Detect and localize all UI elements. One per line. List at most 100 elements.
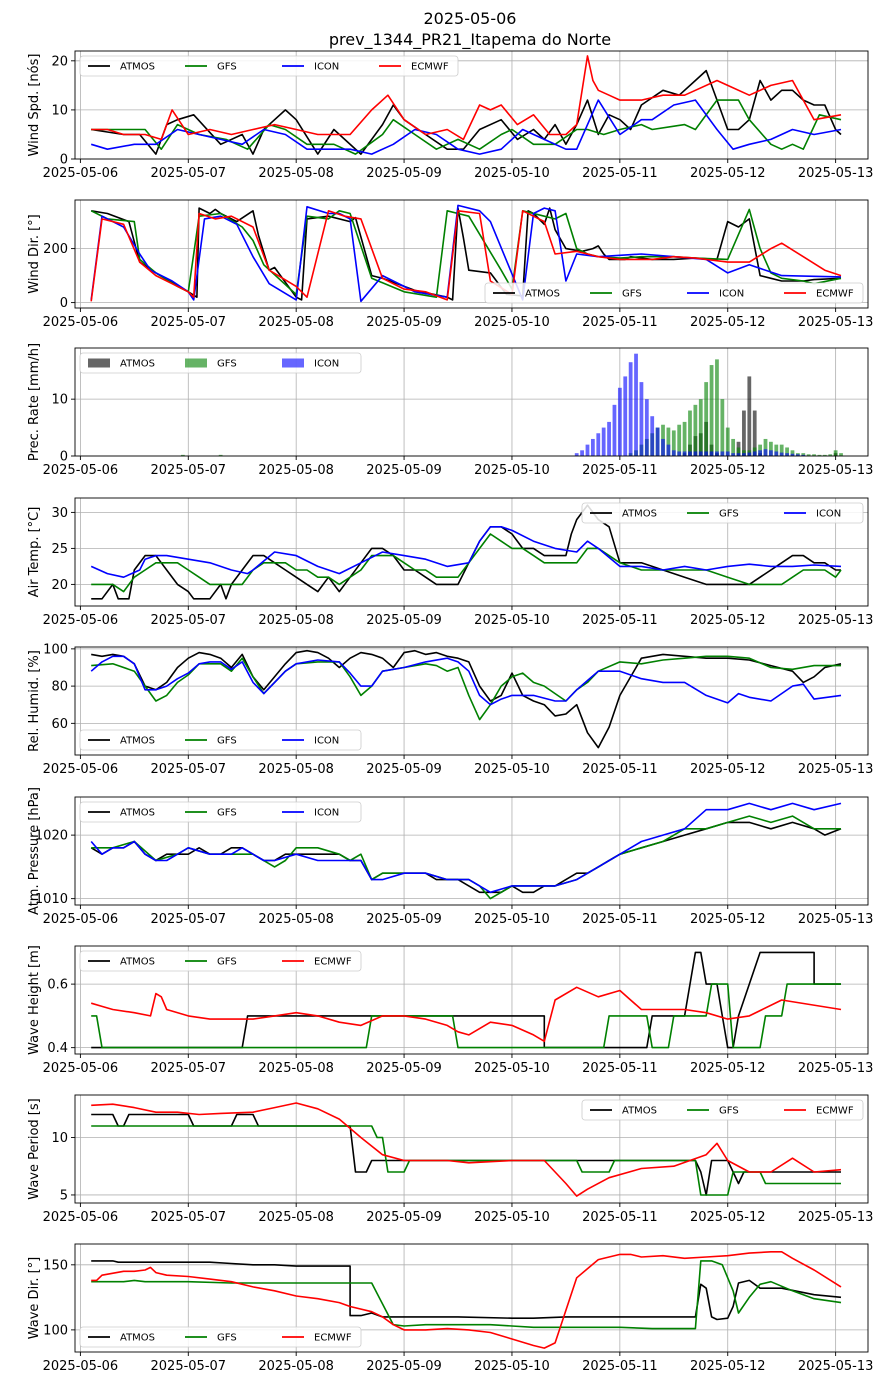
x-tick-label: 2025-05-12	[690, 762, 766, 777]
bar-icon	[758, 450, 762, 456]
legend-label: GFS	[217, 957, 237, 968]
bar-icon	[677, 451, 682, 456]
y-tick-label: 100	[43, 642, 68, 657]
bar-icon	[693, 451, 698, 456]
x-tick-label: 2025-05-12	[690, 1359, 766, 1374]
bar-icon	[752, 451, 757, 456]
bar-icon	[747, 452, 752, 456]
plot-area	[90, 802, 842, 900]
series-line-ecmwf	[90, 986, 842, 1043]
bar-icon	[617, 387, 622, 456]
x-tick-label: 2025-05-06	[43, 463, 119, 478]
y-tick-label: 10	[51, 393, 68, 408]
bar-icon	[671, 450, 676, 456]
series-line-icon	[90, 204, 842, 303]
x-tick-label: 2025-05-12	[690, 1061, 766, 1076]
bar-gfs	[790, 450, 795, 456]
legend-box	[79, 729, 362, 751]
x-tick-label: 2025-05-11	[582, 315, 658, 330]
bar-gfs	[817, 454, 822, 456]
y-tick-label: 150	[43, 1258, 68, 1273]
bar-gfs	[682, 421, 687, 456]
x-tick-label: 2025-05-08	[258, 912, 334, 927]
legend-label: GFS	[622, 289, 642, 300]
bar-gfs	[806, 454, 811, 456]
series-line-gfs	[91, 983, 841, 1049]
legend-swatch-icon	[282, 358, 304, 368]
series-line-ecmwf	[91, 55, 842, 141]
bar-icon	[580, 450, 584, 456]
series-line-atmos	[91, 1260, 842, 1321]
y-tick-label: 0	[60, 450, 68, 465]
bar-icon	[634, 353, 638, 456]
series-line-atmos	[91, 69, 842, 155]
panel-3: 2025-05-06 2025-05-07 2025-05-08 2025-05-09…	[27, 343, 873, 478]
legend-label: ICON	[719, 289, 744, 300]
bar-icon	[574, 453, 579, 456]
bar-gfs	[715, 359, 719, 456]
bar-icon	[650, 416, 655, 456]
series-line-gfs	[91, 99, 842, 155]
bar-icon	[742, 453, 746, 456]
bar-gfs	[769, 441, 773, 456]
bar-icon	[698, 451, 703, 456]
y-axis-label: Prec. Rate [mm/h]	[27, 343, 42, 461]
series-line-gfs	[91, 1260, 842, 1330]
legend-label: ICON	[314, 359, 339, 370]
bar-icon	[731, 453, 736, 456]
series-line-gfs	[91, 533, 842, 593]
legend: ATMOS GFS ECMWF	[79, 950, 362, 972]
bar-icon	[628, 362, 633, 456]
x-tick-label: 2025-05-13	[798, 613, 874, 628]
x-tick-label: 2025-05-07	[151, 315, 227, 330]
legend-label: ECMWF	[816, 289, 854, 300]
x-tick-label: 2025-05-13	[798, 912, 874, 927]
x-tick-label: 2025-05-08	[258, 315, 334, 330]
bar-icon	[612, 404, 617, 456]
bar-gfs	[688, 410, 692, 456]
y-tick-label: 0.4	[47, 1041, 68, 1056]
figure-title-station: prev_1344_PR21_Itapema do Norte	[329, 30, 611, 50]
bar-atmos	[752, 410, 757, 456]
bar-icon	[801, 454, 806, 456]
bar-gfs	[720, 399, 725, 456]
axes-frame	[74, 199, 869, 309]
x-tick-label: 2025-05-10	[474, 1061, 550, 1076]
x-tick-label: 2025-05-06	[43, 1359, 119, 1374]
x-tick-label: 2025-05-13	[798, 1061, 874, 1076]
y-tick-label: 0.6	[47, 978, 68, 993]
bar-icon	[769, 450, 773, 456]
bar-gfs	[671, 430, 676, 456]
bar-icon	[790, 453, 795, 456]
bar-gfs	[218, 454, 223, 456]
legend-label: ECMWF	[314, 1333, 352, 1344]
bar-icon	[795, 454, 800, 456]
x-tick-label: 2025-05-06	[43, 912, 119, 927]
x-tick-label: 2025-05-09	[366, 463, 442, 478]
plot-area	[90, 951, 842, 1049]
y-tick-label: 1010	[35, 892, 68, 907]
legend: ATMOS GFS ICON	[79, 801, 362, 823]
panel-9: 2025-05-06 2025-05-07 2025-05-08 2025-05-09…	[27, 1243, 873, 1374]
legend-label: ATMOS	[120, 808, 155, 819]
y-tick-label: 10	[51, 103, 68, 118]
legend-label: ATMOS	[120, 736, 155, 747]
y-tick-label: 1020	[35, 829, 68, 844]
legend: ATMOS GFS ICON ECMWF	[484, 282, 864, 304]
x-tick-label: 2025-05-13	[798, 463, 874, 478]
plot-area	[181, 353, 843, 456]
panel-8: 2025-05-06 2025-05-07 2025-05-08 2025-05-09…	[27, 1094, 874, 1225]
x-tick-label: 2025-05-12	[690, 463, 766, 478]
y-tick-label: 20	[51, 54, 68, 69]
x-tick-label: 2025-05-11	[582, 1061, 658, 1076]
legend-box	[581, 1099, 864, 1121]
bar-icon	[655, 427, 660, 456]
bar-icon	[736, 453, 741, 456]
x-tick-label: 2025-05-08	[258, 1061, 334, 1076]
legend-label: GFS	[217, 1333, 237, 1344]
panel-7: 2025-05-06 2025-05-07 2025-05-08 2025-05-09…	[27, 945, 873, 1076]
bar-gfs	[822, 454, 827, 456]
legend-label: ATMOS	[622, 509, 657, 520]
x-tick-label: 2025-05-13	[798, 762, 874, 777]
x-tick-label: 2025-05-13	[798, 1210, 874, 1225]
